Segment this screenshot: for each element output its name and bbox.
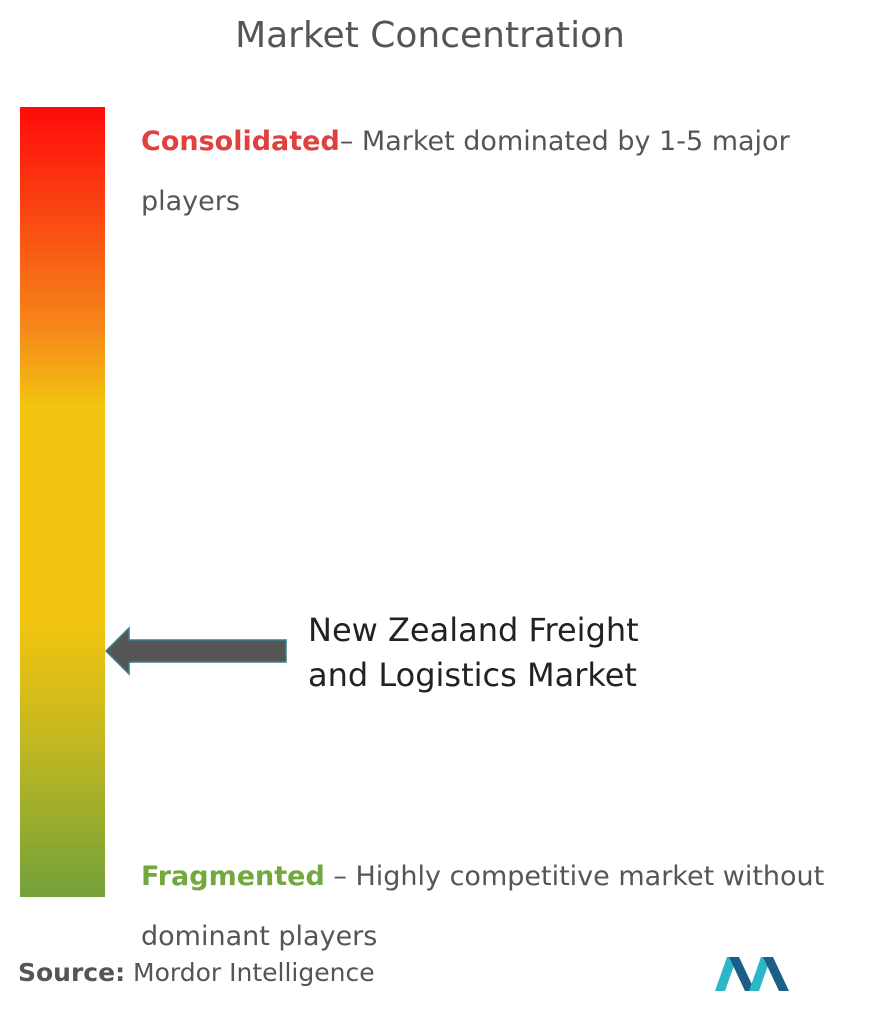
source: Source: Mordor Intelligence (18, 958, 375, 987)
consolidated-text: Consolidated– Market dominated by 1-5 ma… (141, 112, 841, 232)
logo (715, 957, 789, 991)
fragmented-description: – Highly competitive market without domi… (141, 861, 825, 952)
source-label: Source: (18, 958, 126, 987)
source-text: Mordor Intelligence (125, 958, 375, 987)
market-label: New Zealand Freight and Logistics Market (308, 611, 639, 694)
fragmented-text: Fragmented – Highly competitive market w… (141, 847, 841, 967)
consolidated-description: – Market dominated by 1-5 major players (141, 126, 790, 217)
consolidated-label: Consolidated (141, 126, 340, 157)
title: Market Concentration (235, 15, 625, 56)
fragmented-label: Fragmented (141, 861, 325, 892)
concentration-gradient (20, 107, 105, 897)
arrow (104, 626, 287, 676)
